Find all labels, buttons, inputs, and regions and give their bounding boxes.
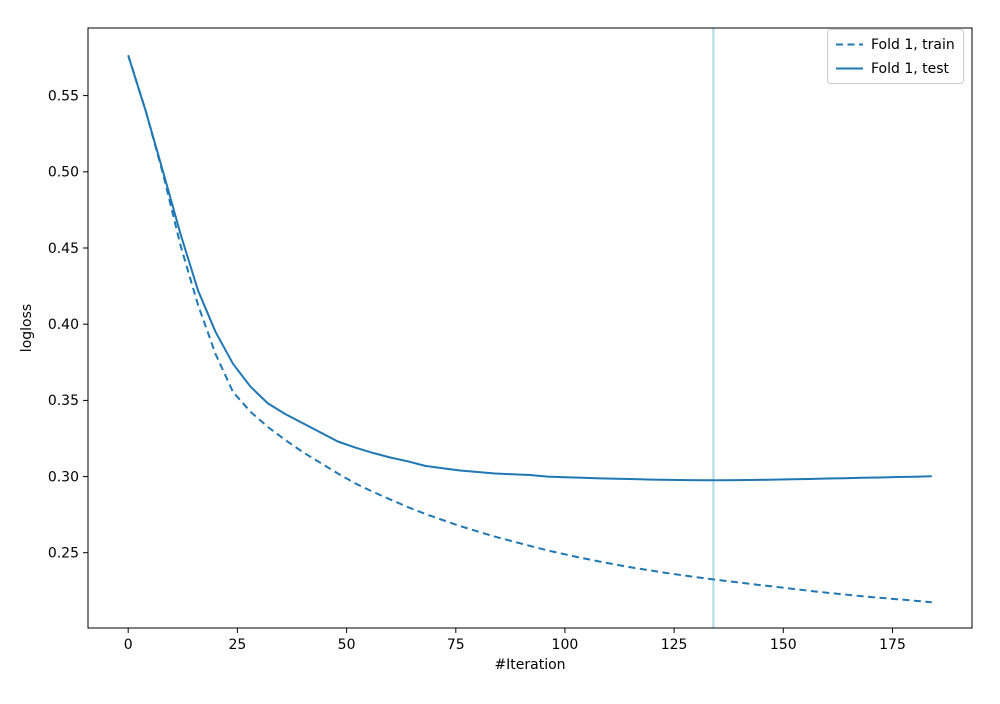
plot-area — [88, 28, 972, 628]
y-tick-label: 0.50 — [48, 165, 79, 181]
series-line-test — [127, 54, 932, 482]
legend-box — [827, 29, 964, 84]
x-tick-label: 25 — [228, 637, 246, 653]
x-tick-label: 100 — [552, 637, 579, 653]
x-axis-ticks: 0 25 50 75 100 125 150 175 — [124, 628, 906, 653]
x-tick-label: 50 — [338, 637, 356, 653]
legend-test-label: Fold 1, test — [871, 61, 950, 77]
x-tick-label: 175 — [879, 637, 906, 653]
x-tick-label: 75 — [447, 637, 465, 653]
y-tick-label: 0.40 — [48, 317, 79, 333]
y-axis-ticks: 0.25 0.30 0.35 0.40 0.45 0.50 0.55 — [48, 88, 88, 562]
x-axis-label: #Iteration — [494, 657, 565, 673]
y-tick-label: 0.55 — [48, 88, 79, 104]
series-group — [127, 54, 932, 604]
x-tick-label: 0 — [124, 637, 133, 653]
legend: Fold 1, train Fold 1, test — [827, 29, 964, 84]
x-tick-label: 150 — [770, 637, 797, 653]
y-tick-label: 0.25 — [48, 546, 79, 562]
legend-train-label: Fold 1, train — [871, 37, 955, 53]
x-tick-label: 125 — [661, 637, 688, 653]
y-tick-label: 0.35 — [48, 393, 79, 409]
y-axis-label: logloss — [19, 304, 35, 352]
y-tick-label: 0.45 — [48, 241, 79, 257]
plot-border — [87, 27, 973, 629]
y-tick-label: 0.30 — [48, 469, 79, 485]
series-line-train — [127, 54, 932, 604]
